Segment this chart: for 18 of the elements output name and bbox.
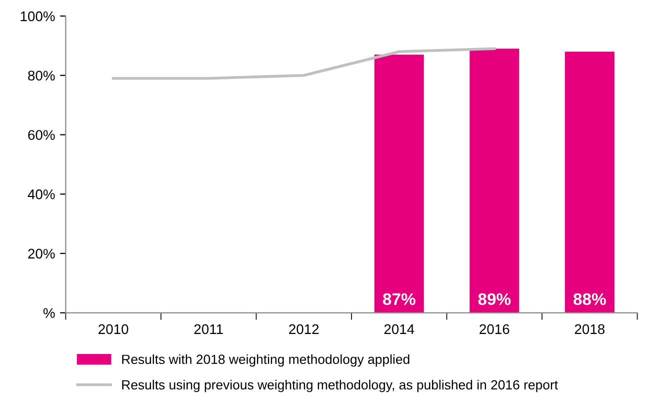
y-tick-label: 60%: [28, 130, 55, 140]
data-label: 88%: [574, 293, 606, 306]
x-tick-label: 2014: [384, 324, 414, 334]
x-tick-label: 2012: [289, 324, 319, 334]
x-tick-label: 2018: [574, 324, 605, 334]
y-tick-label: %: [43, 308, 55, 318]
y-tick-label: 80%: [28, 70, 55, 81]
y-tick-label: 20%: [28, 248, 55, 259]
data-label: 89%: [478, 293, 511, 306]
line-series: [112, 47, 496, 80]
x-tick-label: 2011: [194, 324, 223, 334]
data-label: 87%: [382, 293, 416, 306]
x-tick-label: 2010: [98, 324, 128, 334]
legend-label: Results using previous weighting methodology, as published in 2016 report: [122, 380, 558, 392]
x-tick-label: 2016: [480, 324, 510, 334]
legend-label: Results with 2018 weighting methodology applied: [122, 354, 410, 367]
y-tick-label: 40%: [28, 189, 55, 200]
y-tick-label: 100%: [20, 11, 55, 22]
